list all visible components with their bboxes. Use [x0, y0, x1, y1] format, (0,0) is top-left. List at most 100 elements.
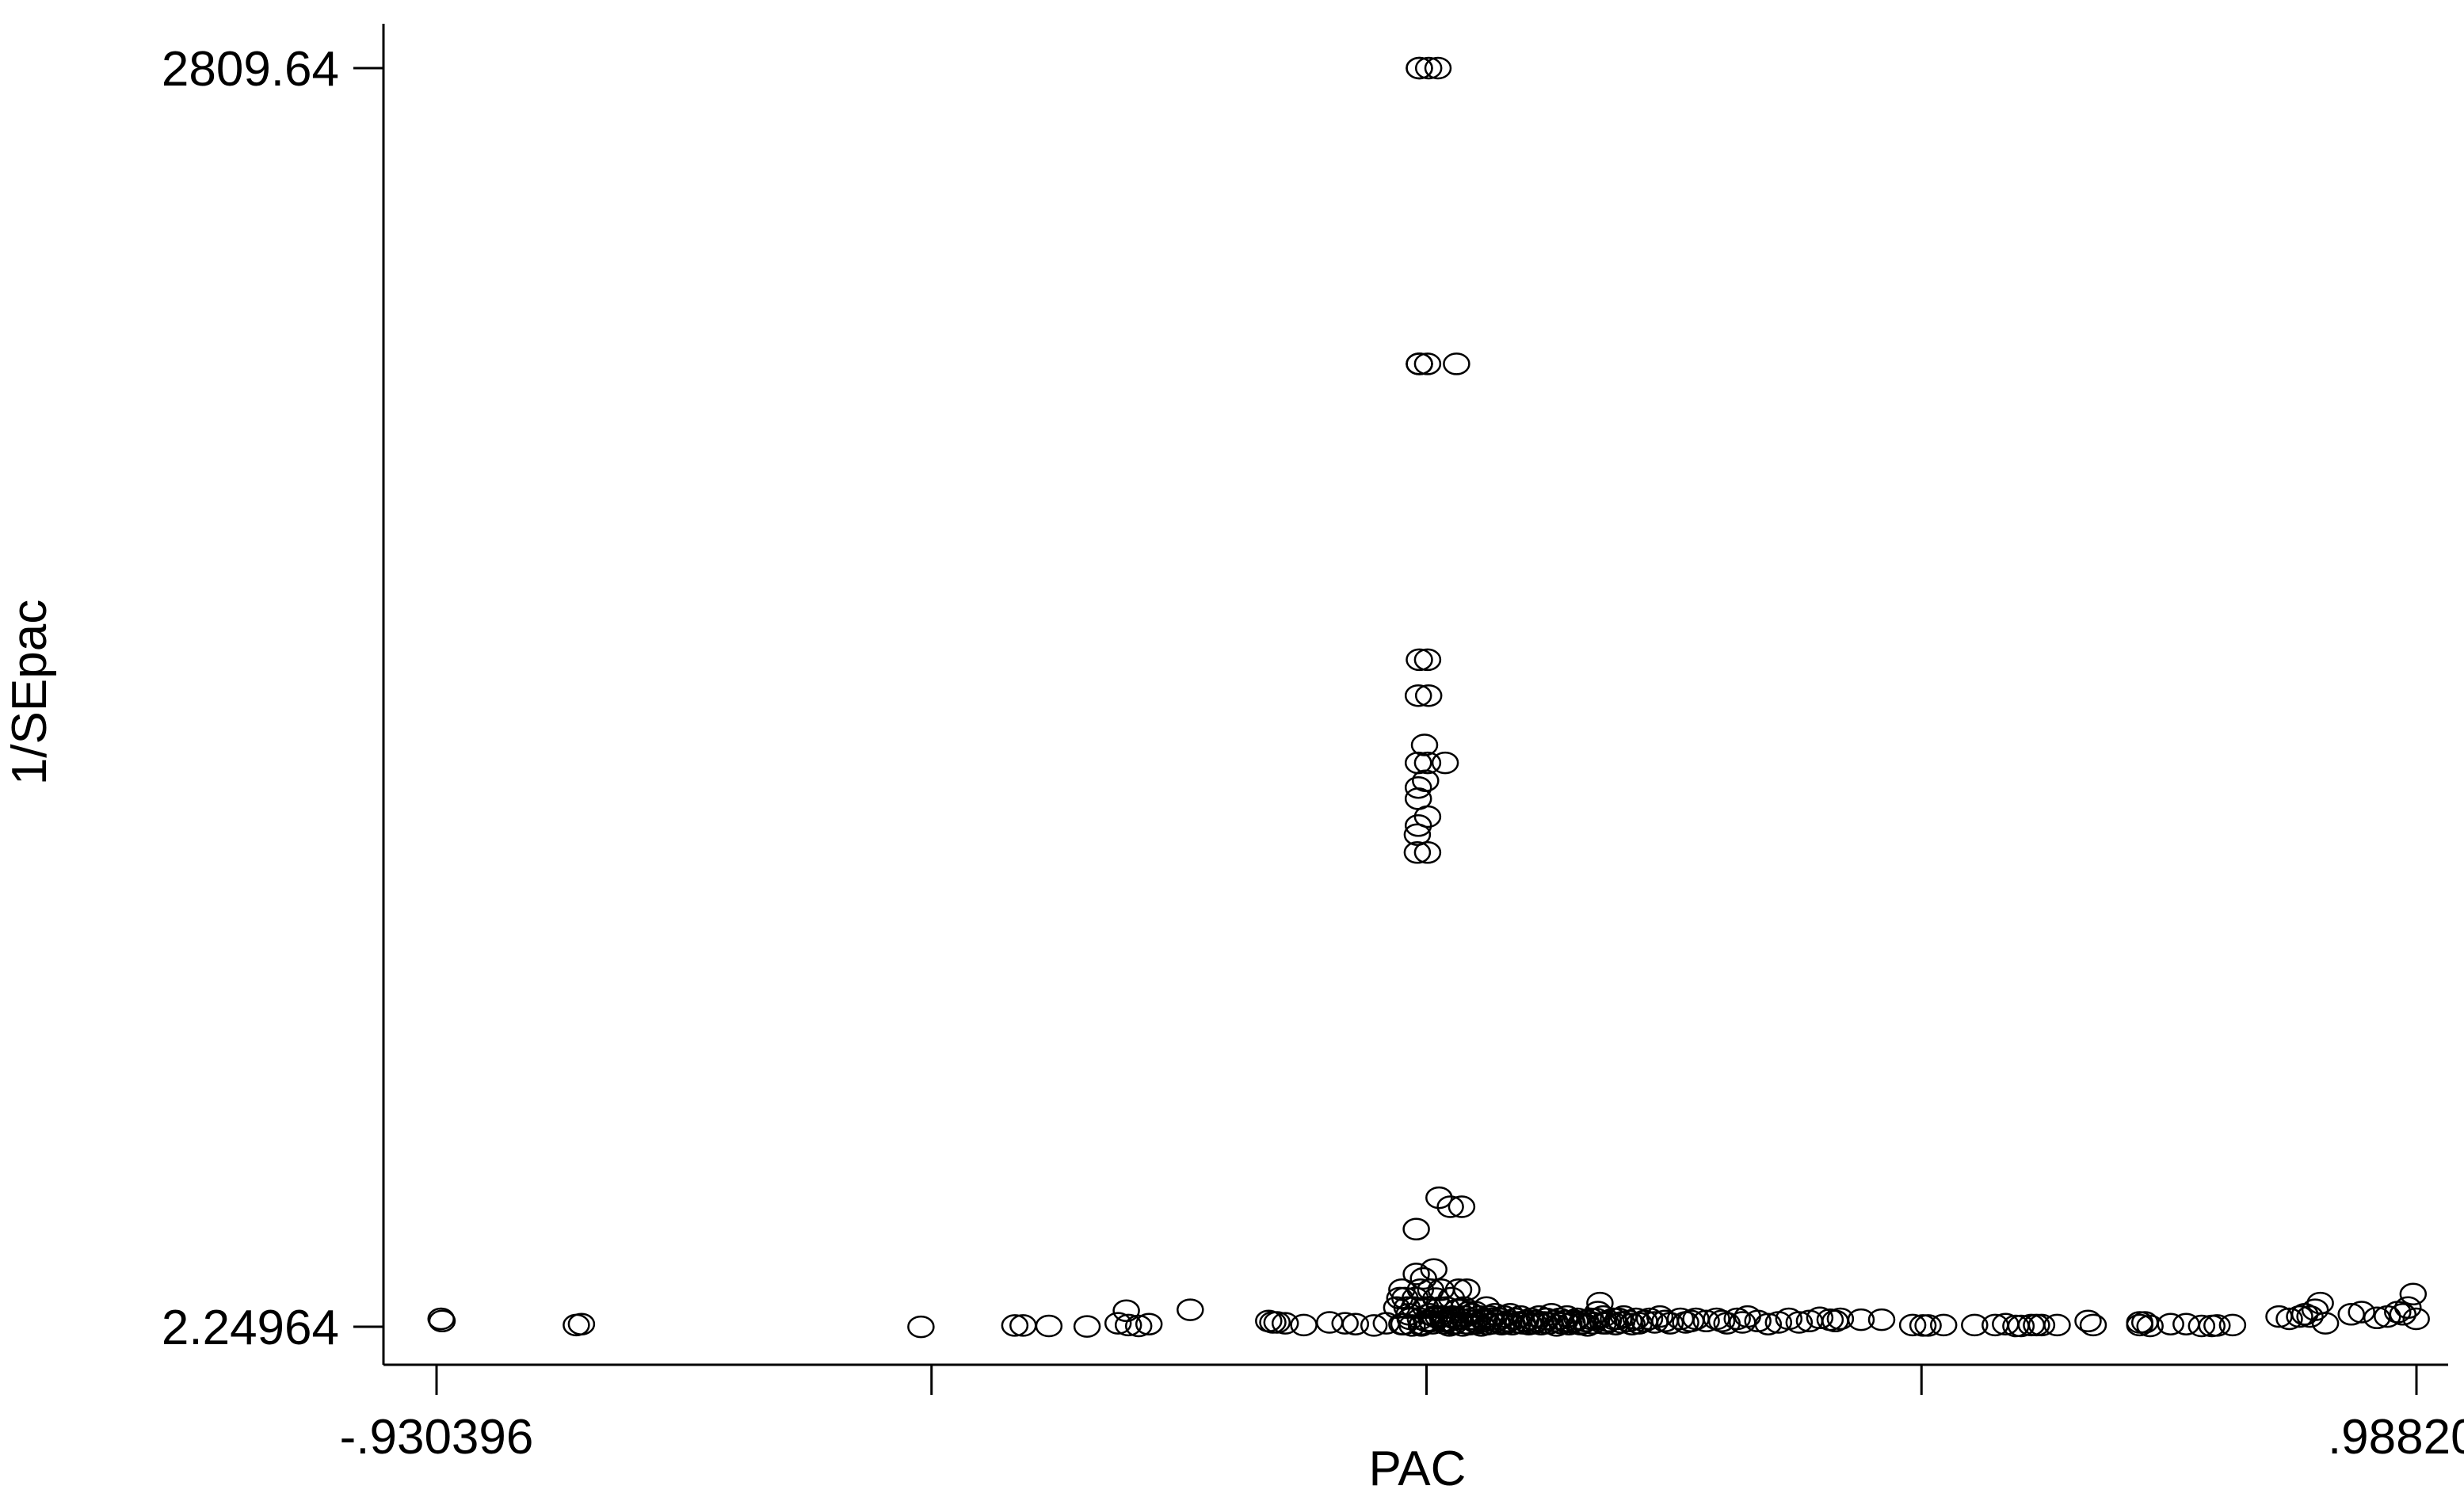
- data-point: [2337, 1303, 2365, 1326]
- y-axis-label: 1/SEpac: [2, 600, 57, 785]
- data-point: [567, 1312, 596, 1335]
- data-point: [1403, 823, 1432, 846]
- data-point: [1847, 1308, 1875, 1331]
- data-point: [1406, 56, 1433, 80]
- data-point: [1584, 1301, 1612, 1324]
- data-point: [1409, 1267, 1437, 1290]
- data-point: [2203, 1314, 2231, 1337]
- data-point: [1448, 1195, 1476, 1218]
- data-point: [1406, 648, 1433, 672]
- data-point: [1073, 1315, 1101, 1338]
- data-points: [427, 56, 2430, 1339]
- data-point: [2399, 1282, 2428, 1306]
- data-point: [1929, 1313, 1958, 1337]
- data-point: [1413, 841, 1442, 864]
- data-point: [1420, 1258, 1448, 1281]
- data-point: [2043, 1313, 2071, 1337]
- data-point: [1271, 1312, 1299, 1335]
- data-point: [1425, 1186, 1453, 1210]
- data-point: [2389, 1303, 2417, 1326]
- data-point: [1635, 1307, 1664, 1331]
- data-point: [1594, 1309, 1623, 1333]
- data-point: [2007, 1314, 2035, 1338]
- data-point: [1413, 352, 1442, 375]
- data-point: [2296, 1305, 2324, 1328]
- data-point: [1431, 751, 1459, 775]
- data-point: [1402, 1217, 1430, 1241]
- data-point: [2311, 1312, 2340, 1335]
- data-point: [2363, 1306, 2391, 1330]
- data-point: [1453, 1278, 1481, 1301]
- data-point: [1413, 648, 1442, 672]
- data-point: [1898, 1313, 1927, 1337]
- x-tick-label: .988206: [2328, 1410, 2464, 1465]
- data-point: [1413, 751, 1442, 775]
- y-tick-label: 2809.64: [162, 42, 339, 97]
- x-axis-label: PAC: [1369, 1442, 1467, 1496]
- data-point: [1406, 352, 1433, 375]
- data-point: [1398, 1314, 1426, 1337]
- x-axis-ticks: -.930396 .988206: [340, 1365, 2464, 1465]
- data-point: [1436, 1195, 1464, 1218]
- data-point: [1124, 1314, 1153, 1338]
- data-point: [1707, 1309, 1736, 1333]
- x-tick-label: -.930396: [340, 1410, 534, 1465]
- data-point: [1692, 1309, 1720, 1333]
- data-point: [2402, 1307, 2430, 1331]
- data-point: [1406, 1278, 1435, 1301]
- data-point: [1914, 1314, 1942, 1337]
- data-point: [1341, 1312, 1370, 1335]
- data-point: [1413, 805, 1442, 829]
- data-point: [1404, 775, 1432, 799]
- data-point: [2301, 1298, 2329, 1321]
- data-point: [1135, 1312, 1163, 1335]
- data-point: [1501, 1307, 1529, 1331]
- data-point: [1403, 841, 1432, 864]
- data-point: [2136, 1314, 2164, 1338]
- data-point: [1867, 1308, 1896, 1331]
- data-point: [1410, 733, 1439, 756]
- data-point: [1826, 1307, 1855, 1331]
- data-point: [1001, 1314, 1029, 1337]
- data-point: [1723, 1307, 1751, 1331]
- data-point: [1360, 1314, 1388, 1337]
- data-point: [1443, 352, 1470, 375]
- data-point: [2157, 1312, 2184, 1335]
- data-point: [1806, 1306, 1834, 1330]
- data-point: [1412, 769, 1440, 792]
- y-axis-ticks: 2809.64 2.24964: [162, 42, 383, 1355]
- data-point: [1424, 56, 1452, 80]
- data-point: [2079, 1313, 2107, 1337]
- data-point: [2286, 1305, 2313, 1328]
- data-point: [1104, 1312, 1132, 1335]
- data-point: [1263, 1311, 1291, 1334]
- data-point: [428, 1309, 456, 1333]
- data-point: [2348, 1301, 2375, 1324]
- data-point: [2074, 1309, 2102, 1333]
- data-point: [1754, 1312, 1783, 1335]
- data-point: [2394, 1296, 2422, 1320]
- data-point: [2187, 1314, 2216, 1338]
- data-point: [1402, 1263, 1430, 1286]
- data-point: [1414, 56, 1443, 80]
- data-point: [1112, 1299, 1140, 1323]
- data-point: [907, 1315, 935, 1339]
- data-point: [1444, 1278, 1473, 1301]
- data-point: [1114, 1313, 1142, 1337]
- data-point: [1961, 1313, 1989, 1337]
- data-point: [1646, 1305, 1674, 1328]
- y-tick-label: 2.24964: [162, 1301, 339, 1355]
- data-point: [1035, 1314, 1063, 1338]
- data-point: [1555, 1312, 1583, 1335]
- data-point: [2027, 1313, 2056, 1337]
- data-point: [1414, 684, 1443, 707]
- data-point: [1641, 1311, 1669, 1334]
- data-point: [1404, 684, 1432, 707]
- data-point: [1579, 1312, 1607, 1335]
- data-point: [1331, 1312, 1359, 1335]
- data-point: [1177, 1298, 1204, 1321]
- data-point: [2275, 1307, 2303, 1331]
- data-point: [2218, 1313, 2247, 1337]
